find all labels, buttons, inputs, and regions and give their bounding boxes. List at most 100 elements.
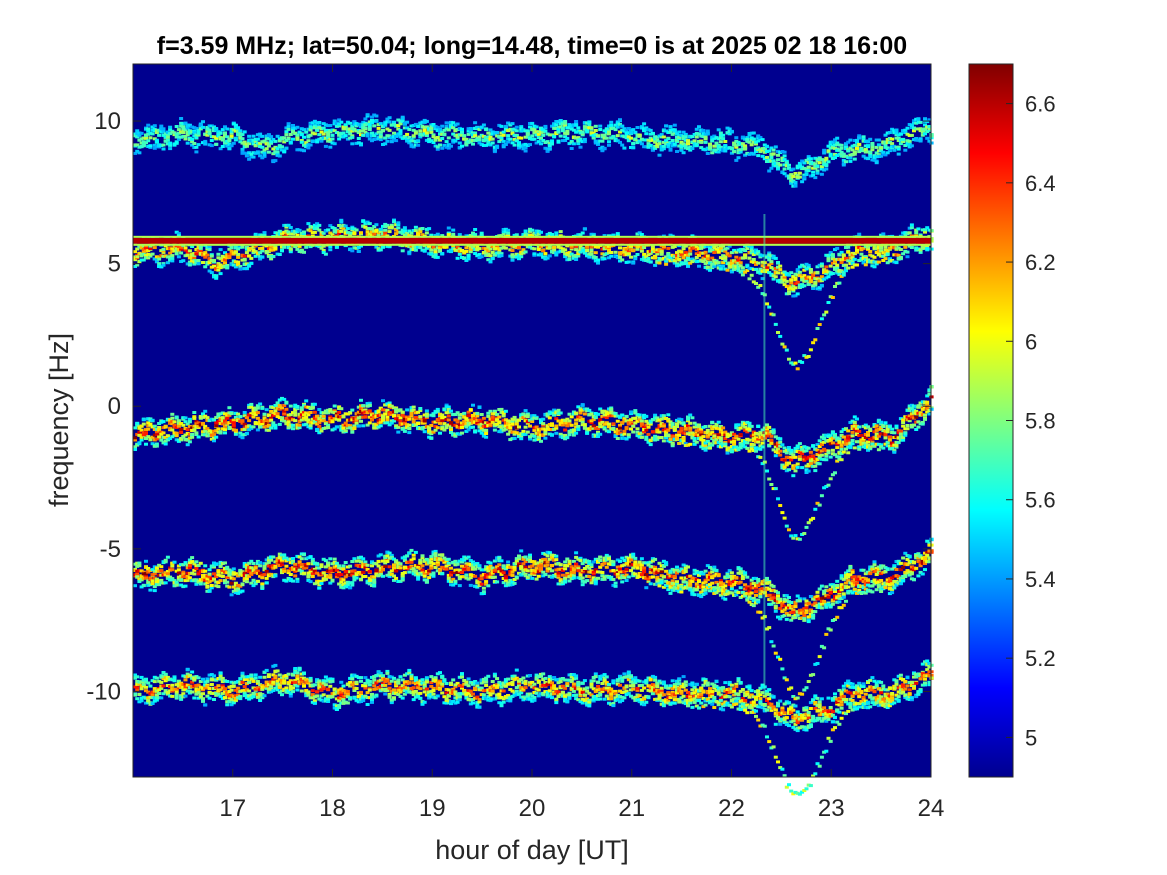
trace-pixel bbox=[589, 247, 594, 251]
trace-pixel bbox=[345, 423, 350, 427]
trace-pixel bbox=[249, 427, 254, 430]
trace-pixel bbox=[192, 411, 197, 414]
trace-pixel bbox=[365, 227, 370, 231]
trace-pixel bbox=[716, 249, 721, 253]
trace-pixel bbox=[679, 253, 684, 257]
trace-pixel bbox=[339, 132, 344, 136]
trace-pixel bbox=[490, 132, 495, 136]
echo-pixel bbox=[758, 284, 763, 287]
trace-pixel bbox=[227, 137, 232, 141]
trace-pixel bbox=[157, 128, 162, 132]
trace-pixel bbox=[398, 132, 403, 136]
trace-pixel bbox=[286, 223, 291, 227]
trace-pixel bbox=[187, 432, 192, 436]
trace-pixel bbox=[229, 127, 234, 131]
trace-pixel bbox=[848, 156, 853, 160]
trace-pixel bbox=[176, 138, 181, 141]
trace-pixel bbox=[429, 139, 434, 143]
trace-pixel bbox=[291, 130, 295, 134]
echo-pixel bbox=[677, 257, 682, 261]
trace-pixel bbox=[642, 255, 647, 259]
trace-pixel bbox=[185, 262, 190, 266]
trace-pixel bbox=[304, 411, 309, 415]
trace-pixel bbox=[402, 415, 407, 419]
trace-pixel bbox=[732, 141, 737, 145]
trace-pixel bbox=[258, 132, 263, 136]
trace-pixel bbox=[273, 159, 278, 163]
trace-pixel bbox=[161, 129, 166, 133]
trace-pixel bbox=[887, 131, 892, 134]
trace-pixel bbox=[212, 429, 216, 433]
trace-pixel bbox=[339, 415, 344, 419]
trace-pixel bbox=[615, 256, 620, 260]
trace-pixel bbox=[172, 423, 177, 427]
trace-pixel bbox=[918, 233, 923, 237]
trace-pixel bbox=[192, 131, 197, 135]
trace-pixel bbox=[791, 275, 796, 279]
trace-pixel bbox=[161, 254, 166, 258]
trace-pixel bbox=[475, 245, 480, 249]
trace-pixel bbox=[293, 411, 298, 415]
trace-pixel bbox=[723, 149, 728, 153]
trace-pixel bbox=[808, 280, 813, 284]
trace-pixel bbox=[639, 142, 644, 146]
trace-pixel bbox=[501, 230, 506, 234]
trace-pixel bbox=[721, 264, 726, 268]
trace-pixel bbox=[672, 131, 677, 135]
trace-pixel bbox=[266, 133, 271, 137]
trace-pixel bbox=[378, 229, 383, 233]
trace-pixel bbox=[231, 263, 236, 267]
trace-pixel bbox=[251, 409, 256, 413]
trace-pixel bbox=[723, 247, 728, 251]
trace-pixel bbox=[697, 264, 701, 268]
trace-pixel bbox=[607, 256, 611, 260]
trace-pixel bbox=[392, 137, 396, 141]
trace-pixel bbox=[187, 420, 192, 424]
trace-pixel bbox=[767, 149, 772, 153]
trace-pixel bbox=[374, 223, 379, 227]
trace-pixel bbox=[231, 423, 236, 427]
trace-pixel bbox=[240, 433, 245, 437]
trace-pixel bbox=[433, 127, 438, 131]
trace-pixel bbox=[223, 125, 227, 129]
trace-pixel bbox=[225, 254, 230, 258]
trace-pixel bbox=[385, 415, 390, 419]
trace-pixel bbox=[374, 137, 379, 141]
trace-pixel bbox=[172, 249, 177, 253]
trace-pixel bbox=[534, 130, 539, 134]
trace-pixel bbox=[328, 145, 333, 149]
trace-pixel bbox=[240, 421, 245, 425]
echo-pixel bbox=[756, 285, 761, 289]
trace-pixel bbox=[277, 154, 282, 158]
trace-pixel bbox=[550, 142, 554, 146]
trace-pixel bbox=[457, 247, 462, 251]
trace-pixel bbox=[225, 266, 230, 270]
echo-pixel bbox=[859, 258, 864, 262]
echo-pixel bbox=[655, 260, 660, 264]
trace-pixel bbox=[383, 408, 388, 412]
trace-pixel bbox=[738, 247, 743, 251]
trace-pixel bbox=[264, 134, 269, 138]
trace-pixel bbox=[622, 127, 627, 131]
trace-pixel bbox=[341, 430, 346, 434]
trace-pixel bbox=[512, 254, 517, 258]
echo-pixel bbox=[734, 265, 739, 269]
trace-pixel bbox=[703, 140, 708, 144]
trace-pixel bbox=[828, 142, 833, 146]
trace-pixel bbox=[308, 225, 313, 228]
trace-pixel bbox=[205, 127, 210, 131]
trace-pixel bbox=[593, 141, 598, 145]
trace-pixel bbox=[866, 144, 870, 148]
echo-pixel bbox=[804, 355, 809, 359]
trace-pixel bbox=[912, 120, 916, 124]
trace-pixel bbox=[571, 123, 576, 127]
trace-pixel bbox=[776, 158, 780, 162]
trace-pixel bbox=[787, 287, 791, 291]
trace-pixel bbox=[830, 272, 835, 275]
trace-pixel bbox=[747, 266, 752, 270]
trace-pixel bbox=[857, 245, 862, 249]
trace-pixel bbox=[778, 163, 783, 167]
trace-pixel bbox=[797, 161, 802, 165]
trace-pixel bbox=[205, 130, 210, 133]
